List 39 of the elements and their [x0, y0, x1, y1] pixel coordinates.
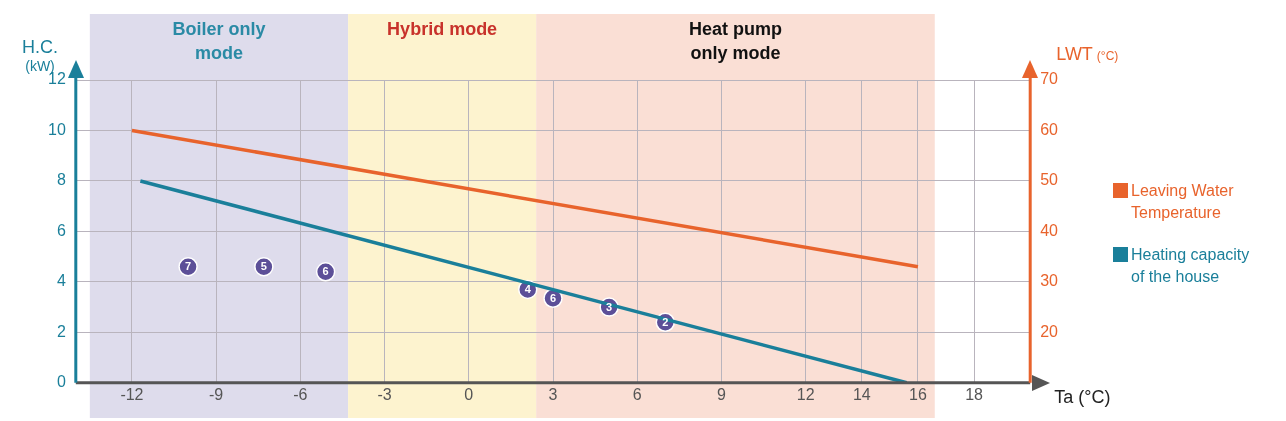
y2-tick-label: 20	[1040, 322, 1059, 340]
y2-tick-label: 50	[1040, 171, 1059, 189]
y-tick-label: 4	[56, 272, 66, 290]
annotation: 6	[322, 265, 329, 278]
legend-label: Leaving Water Temperature	[1131, 181, 1235, 223]
x-tick-label: -12	[120, 385, 144, 403]
y-tick-label: 6	[56, 221, 66, 239]
y-tick-label: 8	[56, 171, 66, 189]
x-tick-label: 0	[464, 385, 474, 403]
y2-tick-label: 60	[1040, 120, 1059, 138]
annotation: 2	[662, 315, 669, 328]
x-tick-label: 6	[632, 385, 642, 403]
y-tick-label: 0	[56, 373, 66, 391]
annotation: 7	[185, 260, 192, 273]
y-tick-label: 10	[48, 120, 66, 138]
annotation: 6	[549, 291, 557, 304]
band-label: Hybrid mode	[387, 18, 498, 39]
y2-tick-label: 30	[1040, 272, 1059, 290]
y2-tick-label: 40	[1040, 221, 1059, 239]
annotation: 5	[260, 260, 267, 273]
x-tick-label: 12	[796, 385, 815, 403]
y-tick-label: 2	[56, 322, 66, 340]
x-tick-label: -3	[377, 385, 392, 403]
annotation: 3	[606, 300, 613, 313]
y-axis-title: H.C. (kW)	[22, 37, 58, 74]
x-tick-label: 18	[965, 385, 984, 403]
x-tick-label: -9	[209, 385, 224, 403]
x-tick-label: 14	[852, 385, 871, 403]
legend-label: Heating capacity of the house	[1131, 245, 1251, 287]
x-tick-label: 3	[548, 385, 558, 403]
x-axis-title: Ta (°C)	[1054, 386, 1111, 407]
x-tick-label: 9	[716, 385, 726, 403]
band-label: Heat pump only mode	[688, 18, 782, 63]
band-label: Boiler only mode	[172, 18, 266, 63]
x-tick-label: 16	[909, 385, 927, 403]
annotation: 4	[524, 282, 532, 295]
y2-axis-title: LWT (°C)	[1056, 44, 1119, 64]
y2-tick-label: 70	[1040, 70, 1059, 88]
x-tick-label: -6	[293, 385, 308, 403]
